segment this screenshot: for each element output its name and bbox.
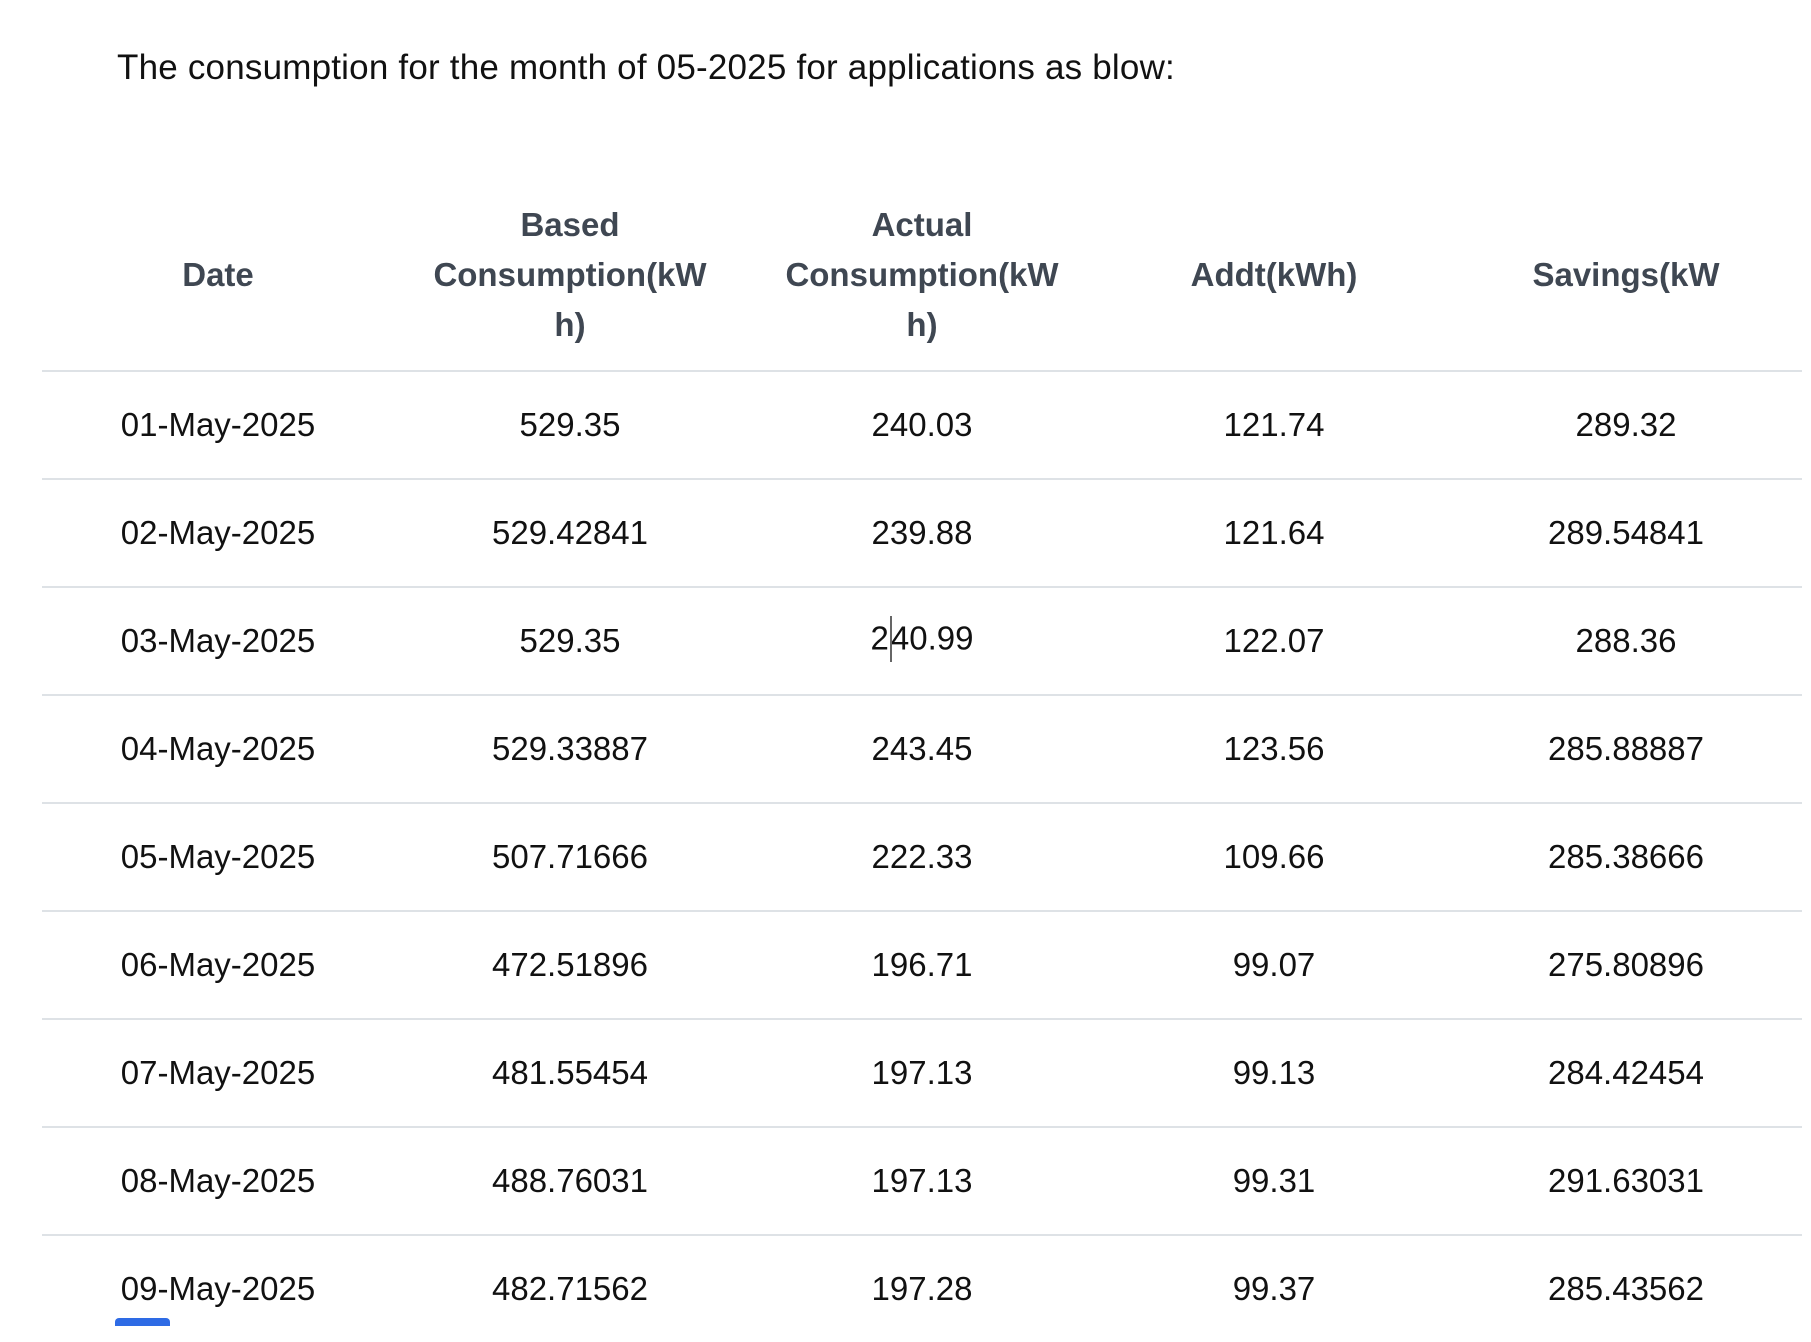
cell-based[interactable]: 481.55454 [492, 1054, 648, 1091]
cell-savings[interactable]: 288.36 [1575, 622, 1677, 659]
cell-actual[interactable]: 197.28 [871, 1270, 973, 1307]
table-row: 05-May-2025 507.71666 222.33 109.66 285.3866… [42, 803, 1802, 911]
cell-addt[interactable]: 99.07 [1232, 946, 1316, 983]
cell-actual[interactable]: 196.71 [871, 946, 973, 983]
table-row: 08-May-2025 488.76031 197.13 99.31 291.63031 [42, 1127, 1802, 1235]
cell-addt[interactable]: 123.56 [1223, 730, 1325, 767]
cell-based[interactable]: 529.33887 [492, 730, 648, 767]
column-header-line: Savings(kW [1532, 256, 1720, 293]
cell-based[interactable]: 529.35 [519, 622, 621, 659]
cell-based[interactable]: 507.71666 [492, 838, 648, 875]
cell-addt[interactable]: 109.66 [1223, 838, 1325, 875]
cell-actual[interactable]: 239.88 [871, 514, 973, 551]
table-row: 01-May-2025 529.35 240.03 121.74 289.32 [42, 371, 1802, 479]
table-row: 03-May-2025 529.35 240.99 122.07 288.36 [42, 587, 1802, 695]
cell-date[interactable]: 06-May-2025 [120, 946, 316, 983]
cell-actual[interactable]: 197.13 [871, 1054, 973, 1091]
column-header-line: h) [554, 306, 586, 343]
cell-actual[interactable]: 222.33 [871, 838, 973, 875]
cell-date[interactable]: 04-May-2025 [120, 730, 316, 767]
cell-date[interactable]: 08-May-2025 [120, 1162, 316, 1199]
cell-actual[interactable]: 240.03 [871, 406, 973, 443]
cell-date[interactable]: 03-May-2025 [120, 622, 316, 659]
cell-savings[interactable]: 285.43562 [1548, 1270, 1704, 1307]
column-header-line: Actual [871, 206, 973, 243]
cell-based[interactable]: 529.42841 [492, 514, 648, 551]
cell-based[interactable]: 472.51896 [492, 946, 648, 983]
cell-addt[interactable]: 121.74 [1223, 406, 1325, 443]
header-row: Date Based Consumption(kW h) Actual Consumpti… [42, 180, 1802, 371]
cell-savings[interactable]: 285.88887 [1548, 730, 1704, 767]
cell-date[interactable]: 07-May-2025 [120, 1054, 316, 1091]
cell-savings[interactable]: 285.38666 [1548, 838, 1704, 875]
cell-text-before-caret: 2 [870, 619, 889, 657]
page-title: The consumption for the month of 05-2025… [117, 48, 1175, 87]
table-row: 02-May-2025 529.42841 239.88 121.64 289.5484… [42, 479, 1802, 587]
table-header: Date Based Consumption(kW h) Actual Consumpti… [42, 180, 1802, 371]
column-header-line: Date [182, 256, 254, 293]
column-header-line: Consumption(kW [785, 256, 1059, 293]
cell-addt[interactable]: 121.64 [1223, 514, 1325, 551]
cell-savings[interactable]: 289.54841 [1548, 514, 1704, 551]
column-header-based: Based Consumption(kW h) [394, 180, 746, 371]
table-body: 01-May-2025 529.35 240.03 121.74 289.32 02-Ma… [42, 371, 1802, 1342]
column-header-actual: Actual Consumption(kW h) [746, 180, 1098, 371]
column-header-savings: Savings(kW [1450, 180, 1802, 371]
cell-text-after-caret: 40.99 [890, 619, 974, 657]
text-cursor [889, 616, 892, 662]
cell-addt[interactable]: 99.13 [1232, 1054, 1316, 1091]
cell-date[interactable]: 01-May-2025 [120, 406, 316, 443]
cell-savings[interactable]: 289.32 [1575, 406, 1677, 443]
cell-actual[interactable]: 243.45 [871, 730, 973, 767]
clipped-button-fragment[interactable] [115, 1318, 170, 1326]
column-header-line: Addt(kWh) [1190, 256, 1358, 293]
cell-date[interactable]: 05-May-2025 [120, 838, 316, 875]
table-row: 06-May-2025 472.51896 196.71 99.07 275.80896 [42, 911, 1802, 1019]
cell-date[interactable]: 09-May-2025 [120, 1270, 316, 1307]
cell-addt[interactable]: 99.31 [1232, 1162, 1316, 1199]
table-row: 07-May-2025 481.55454 197.13 99.13 284.42454 [42, 1019, 1802, 1127]
cell-savings[interactable]: 284.42454 [1548, 1054, 1704, 1091]
cell-addt[interactable]: 99.37 [1232, 1270, 1316, 1307]
column-header-line: h) [906, 306, 938, 343]
column-header-date: Date [42, 180, 394, 371]
cell-based[interactable]: 488.76031 [492, 1162, 648, 1199]
column-header-addt: Addt(kWh) [1098, 180, 1450, 371]
cell-based[interactable]: 529.35 [519, 406, 621, 443]
table-row: 04-May-2025 529.33887 243.45 123.56 285.8888… [42, 695, 1802, 803]
cell-savings[interactable]: 291.63031 [1548, 1162, 1704, 1199]
consumption-table: Date Based Consumption(kW h) Actual Consumpti… [42, 180, 1802, 1342]
cell-date[interactable]: 02-May-2025 [120, 514, 316, 551]
cell-actual[interactable]: 240.99 [746, 587, 1098, 695]
table-row: 09-May-2025 482.71562 197.28 99.37 285.43562 [42, 1235, 1802, 1342]
column-header-line: Based [520, 206, 620, 243]
cell-actual[interactable]: 197.13 [871, 1162, 973, 1199]
cell-based[interactable]: 482.71562 [492, 1270, 648, 1307]
cell-savings[interactable]: 275.80896 [1548, 946, 1704, 983]
column-header-line: Consumption(kW [433, 256, 707, 293]
cell-addt[interactable]: 122.07 [1223, 622, 1325, 659]
